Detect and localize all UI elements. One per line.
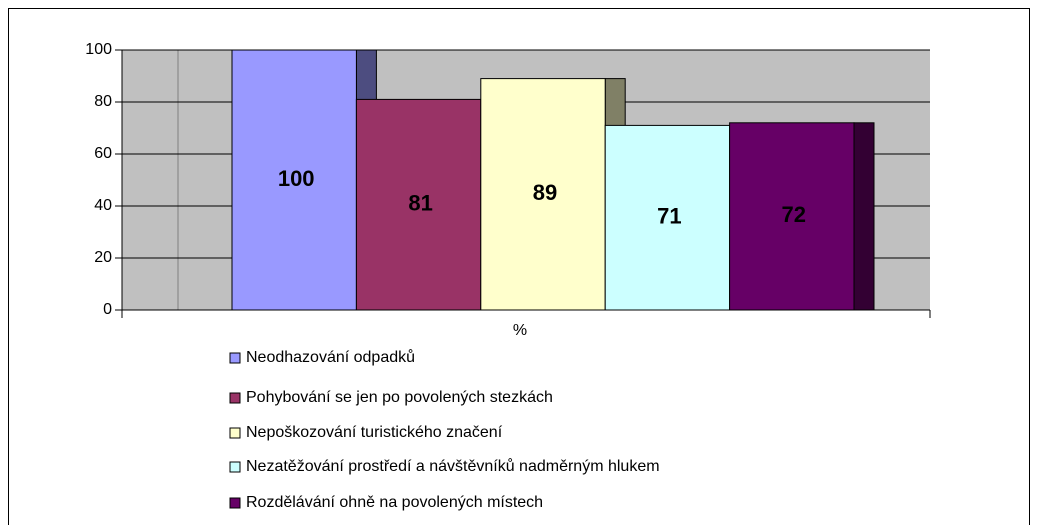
legend-label: Rozdělávání ohně na povolených místech [246,494,543,511]
value-label: 81 [408,191,432,216]
y-tick-label: 100 [85,41,112,58]
y-tick-label: 60 [94,145,112,162]
y-tick-label: 40 [94,197,112,214]
value-label: 72 [782,202,806,227]
legend-swatch [229,427,241,439]
bar-side [853,122,875,311]
x-tick-label: % [513,322,527,339]
legend-swatch [229,461,241,473]
bar [355,98,482,311]
legend-swatch [229,352,241,364]
value-label: 100 [278,166,315,191]
legend-label: Nepoškozování turistického značení [246,424,503,441]
bar [729,122,855,311]
legend-swatch [229,497,241,509]
value-label: 89 [533,180,557,205]
bar [604,124,731,311]
legend-swatch [229,392,241,404]
legend-label: Pohybování se jen po povolených stezkách [246,389,553,406]
legend-label: Neodhazování odpadků [246,348,415,366]
legend-label: Nezatěžování prostředí a návštěvníků nad… [246,457,660,475]
bar [231,49,357,311]
y-tick-label: 20 [94,249,112,266]
y-tick-label: 80 [94,93,112,110]
y-tick-label: 0 [103,301,112,318]
value-label: 71 [657,204,681,229]
